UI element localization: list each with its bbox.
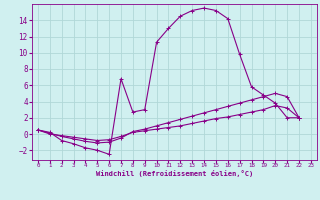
X-axis label: Windchill (Refroidissement éolien,°C): Windchill (Refroidissement éolien,°C) xyxy=(96,170,253,177)
